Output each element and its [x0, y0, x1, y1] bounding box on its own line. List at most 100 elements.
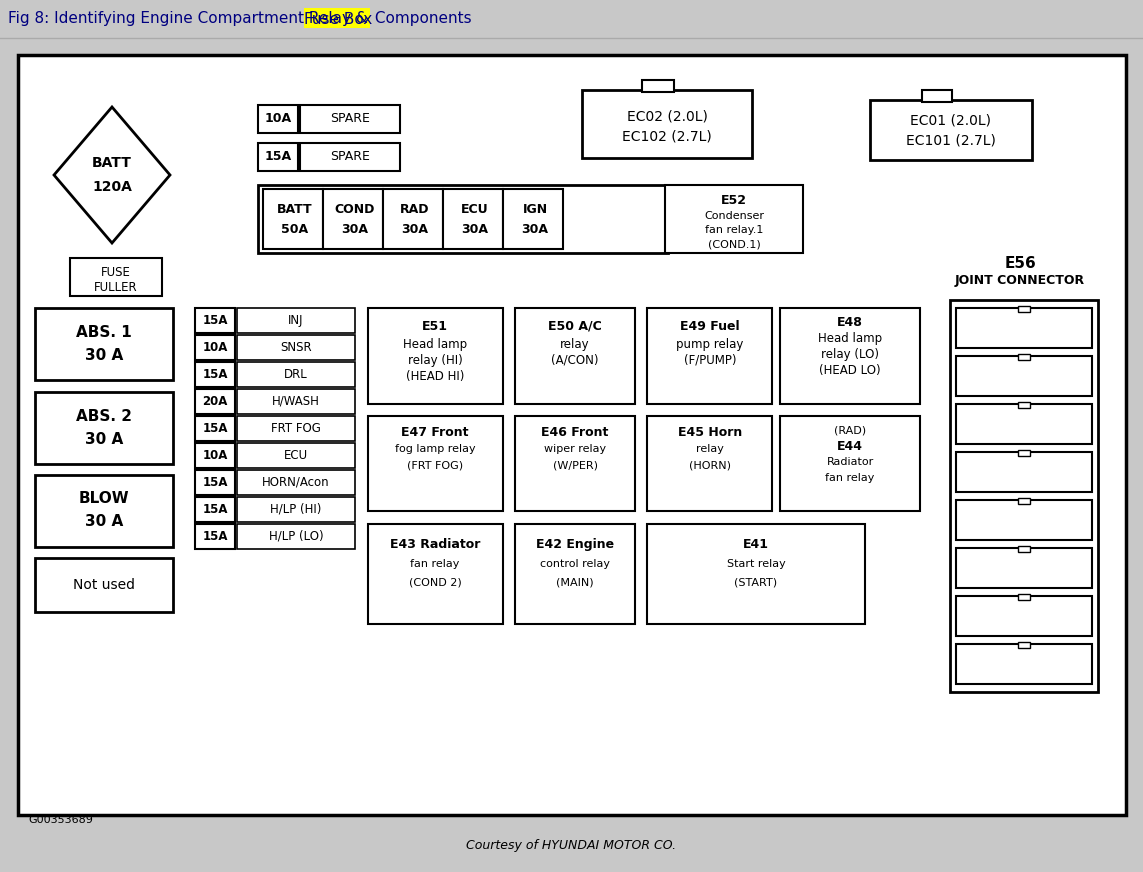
Text: E47 Front: E47 Front [401, 426, 469, 439]
Text: fan relay: fan relay [825, 473, 874, 483]
Text: ABS. 1: ABS. 1 [77, 324, 131, 339]
Bar [515, 524, 636, 624]
Text: (A/CON): (A/CON) [551, 353, 599, 366]
Bar [956, 308, 1092, 348]
Bar [299, 105, 400, 133]
Bar [1018, 402, 1030, 408]
Bar [195, 416, 235, 441]
Bar [237, 335, 355, 360]
Bar [647, 416, 772, 511]
Text: EC102 (2.7L): EC102 (2.7L) [622, 129, 712, 143]
Text: Start relay: Start relay [727, 559, 785, 569]
Text: (COND.1): (COND.1) [708, 239, 760, 249]
Bar [1018, 306, 1030, 312]
Text: FULLER: FULLER [94, 281, 138, 294]
Text: 15A: 15A [202, 475, 227, 488]
Text: 30 A: 30 A [85, 348, 123, 363]
Text: 15A: 15A [202, 367, 227, 380]
Bar [195, 389, 235, 414]
Text: FUSE: FUSE [101, 265, 131, 278]
Text: ECU: ECU [461, 202, 489, 215]
Text: COND: COND [335, 202, 375, 215]
Bar [237, 308, 355, 333]
Text: SNSR: SNSR [280, 340, 312, 353]
Bar [237, 416, 355, 441]
Text: relay (LO): relay (LO) [821, 348, 879, 360]
Text: BATT: BATT [278, 202, 313, 215]
Bar [0, 0, 1143, 38]
Text: Components: Components [370, 11, 472, 26]
Bar [780, 416, 920, 511]
Bar [258, 143, 298, 171]
Text: 15A: 15A [202, 421, 227, 434]
Bar [195, 335, 235, 360]
Bar [503, 189, 563, 249]
Text: 30A: 30A [462, 222, 488, 235]
Bar [1018, 450, 1030, 456]
Text: (F/PUMP): (F/PUMP) [684, 353, 736, 366]
Bar [515, 308, 636, 404]
Bar [237, 497, 355, 522]
Bar [195, 308, 235, 333]
Text: (FRT FOG): (FRT FOG) [407, 460, 463, 470]
Text: E48: E48 [837, 316, 863, 329]
Text: E49 Fuel: E49 Fuel [680, 319, 740, 332]
Text: E44: E44 [837, 439, 863, 453]
Text: EC01 (2.0L): EC01 (2.0L) [911, 114, 991, 128]
Text: SPARE: SPARE [330, 151, 370, 164]
Bar [665, 185, 804, 253]
Bar [237, 389, 355, 414]
Text: BLOW: BLOW [79, 490, 129, 506]
Bar [956, 404, 1092, 444]
Bar [1018, 594, 1030, 600]
Bar [956, 548, 1092, 588]
Text: ECU: ECU [283, 448, 309, 461]
Bar [956, 452, 1092, 492]
Text: E56: E56 [1004, 255, 1036, 270]
Text: DRL: DRL [285, 367, 307, 380]
Bar [443, 189, 503, 249]
Bar [35, 558, 173, 612]
Text: E45 Horn: E45 Horn [678, 426, 742, 439]
Text: (W/PER): (W/PER) [552, 460, 598, 470]
Bar [18, 55, 1126, 815]
Text: E46 Front: E46 Front [542, 426, 609, 439]
Text: (COND 2): (COND 2) [409, 577, 462, 587]
Bar [383, 189, 443, 249]
Bar [950, 300, 1098, 692]
Bar [368, 416, 503, 511]
Text: (MAIN): (MAIN) [557, 577, 594, 587]
Bar [956, 356, 1092, 396]
Text: (HORN): (HORN) [689, 460, 732, 470]
Text: Fuse Box: Fuse Box [304, 11, 373, 26]
Bar [237, 524, 355, 549]
Text: Condenser: Condenser [704, 211, 764, 221]
Bar [237, 443, 355, 468]
Text: 15A: 15A [264, 151, 291, 164]
Text: Not used: Not used [73, 578, 135, 592]
Text: 10A: 10A [202, 340, 227, 353]
Text: 15A: 15A [202, 529, 227, 542]
Bar [870, 100, 1032, 160]
Text: 15A: 15A [202, 502, 227, 515]
Bar [304, 8, 370, 28]
Bar [515, 416, 636, 511]
Bar [582, 90, 752, 158]
Text: (RAD): (RAD) [834, 425, 866, 435]
Text: HORN/Acon: HORN/Acon [262, 475, 330, 488]
Bar [956, 596, 1092, 636]
Text: 20A: 20A [202, 394, 227, 407]
Text: RAD: RAD [400, 202, 430, 215]
Text: 30A: 30A [521, 222, 549, 235]
Text: E43 Radiator: E43 Radiator [390, 537, 480, 550]
Bar [642, 80, 674, 92]
Text: 30 A: 30 A [85, 514, 123, 528]
Text: Radiator: Radiator [826, 457, 873, 467]
Bar [195, 524, 235, 549]
Bar [237, 362, 355, 387]
Text: relay: relay [696, 444, 724, 454]
Bar [368, 524, 503, 624]
Text: E51: E51 [422, 319, 448, 332]
Text: BATT: BATT [93, 156, 131, 170]
Bar [1018, 642, 1030, 648]
